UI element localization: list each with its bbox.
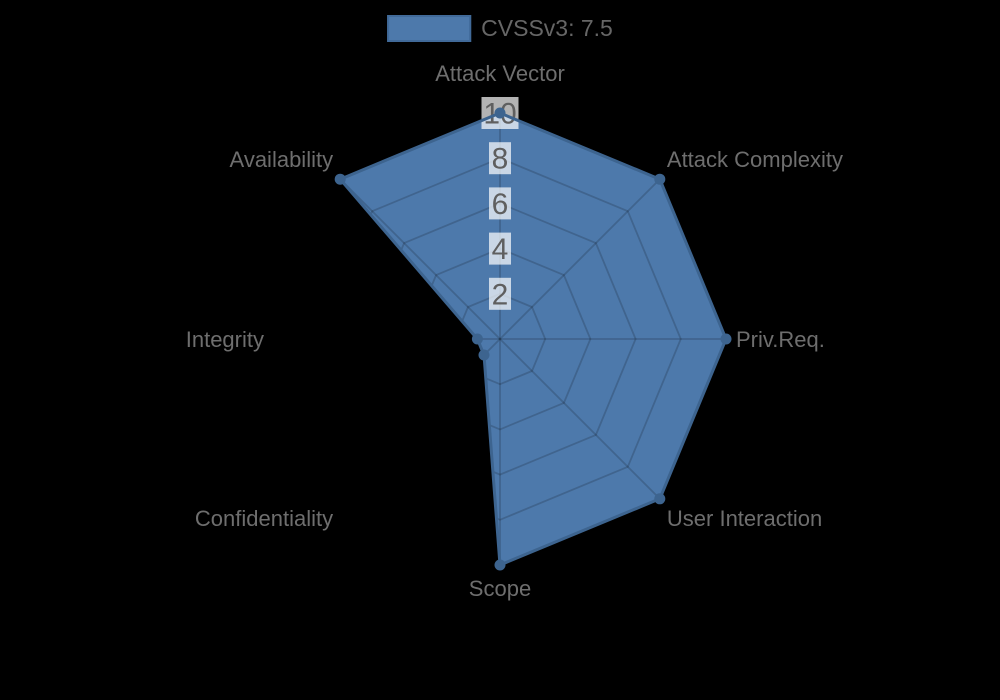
- axis-line-attack-complexity: [499, 178, 661, 340]
- data-point-integrity[interactable]: [471, 333, 483, 345]
- legend-item[interactable]: CVSSv3: 7.5: [387, 15, 613, 42]
- radar-series-fill: [340, 113, 726, 565]
- tick-label-8: 8: [492, 143, 509, 176]
- axis-label-attack-complexity: Attack Complexity: [667, 147, 843, 172]
- axis-line-availability: [339, 178, 501, 340]
- grid-ring-6: [363, 202, 637, 476]
- axis-label-availability: Availability: [230, 147, 334, 172]
- axis-label-integrity: Integrity: [186, 327, 264, 352]
- data-point-priv-req[interactable]: [720, 333, 732, 345]
- tick-backdrop-2: [489, 277, 511, 310]
- tick-backdrop-8: [489, 142, 511, 175]
- tick-backdrop-6: [489, 187, 511, 220]
- data-point-user-interaction[interactable]: [654, 493, 666, 505]
- data-point-attack-complexity[interactable]: [654, 173, 666, 185]
- grid-ring-8: [318, 157, 682, 521]
- data-point-availability[interactable]: [334, 173, 346, 185]
- data-point-scope[interactable]: [494, 559, 506, 571]
- data-point-confidentiality[interactable]: [478, 349, 490, 361]
- axis-label-priv-req: Priv.Req.: [736, 327, 825, 352]
- axis-label-confidentiality: Confidentiality: [195, 506, 333, 531]
- legend-label: CVSSv3: 7.5: [481, 15, 613, 41]
- grid-ring-4: [408, 247, 592, 431]
- axis-label-scope: Scope: [469, 576, 531, 601]
- legend-swatch: [387, 15, 472, 42]
- axis-label-attack-vector: Attack Vector: [435, 61, 565, 86]
- tick-backdrop-4: [489, 232, 511, 265]
- tick-label-4: 4: [492, 233, 509, 266]
- tick-label-6: 6: [492, 188, 509, 221]
- data-point-attack-vector[interactable]: [494, 107, 506, 119]
- axis-line-confidentiality: [339, 338, 501, 500]
- axis-line-user-interaction: [499, 338, 661, 500]
- tick-label-2: 2: [492, 278, 509, 311]
- grid-ring-2: [453, 292, 547, 386]
- axis-label-user-interaction: User Interaction: [667, 506, 822, 531]
